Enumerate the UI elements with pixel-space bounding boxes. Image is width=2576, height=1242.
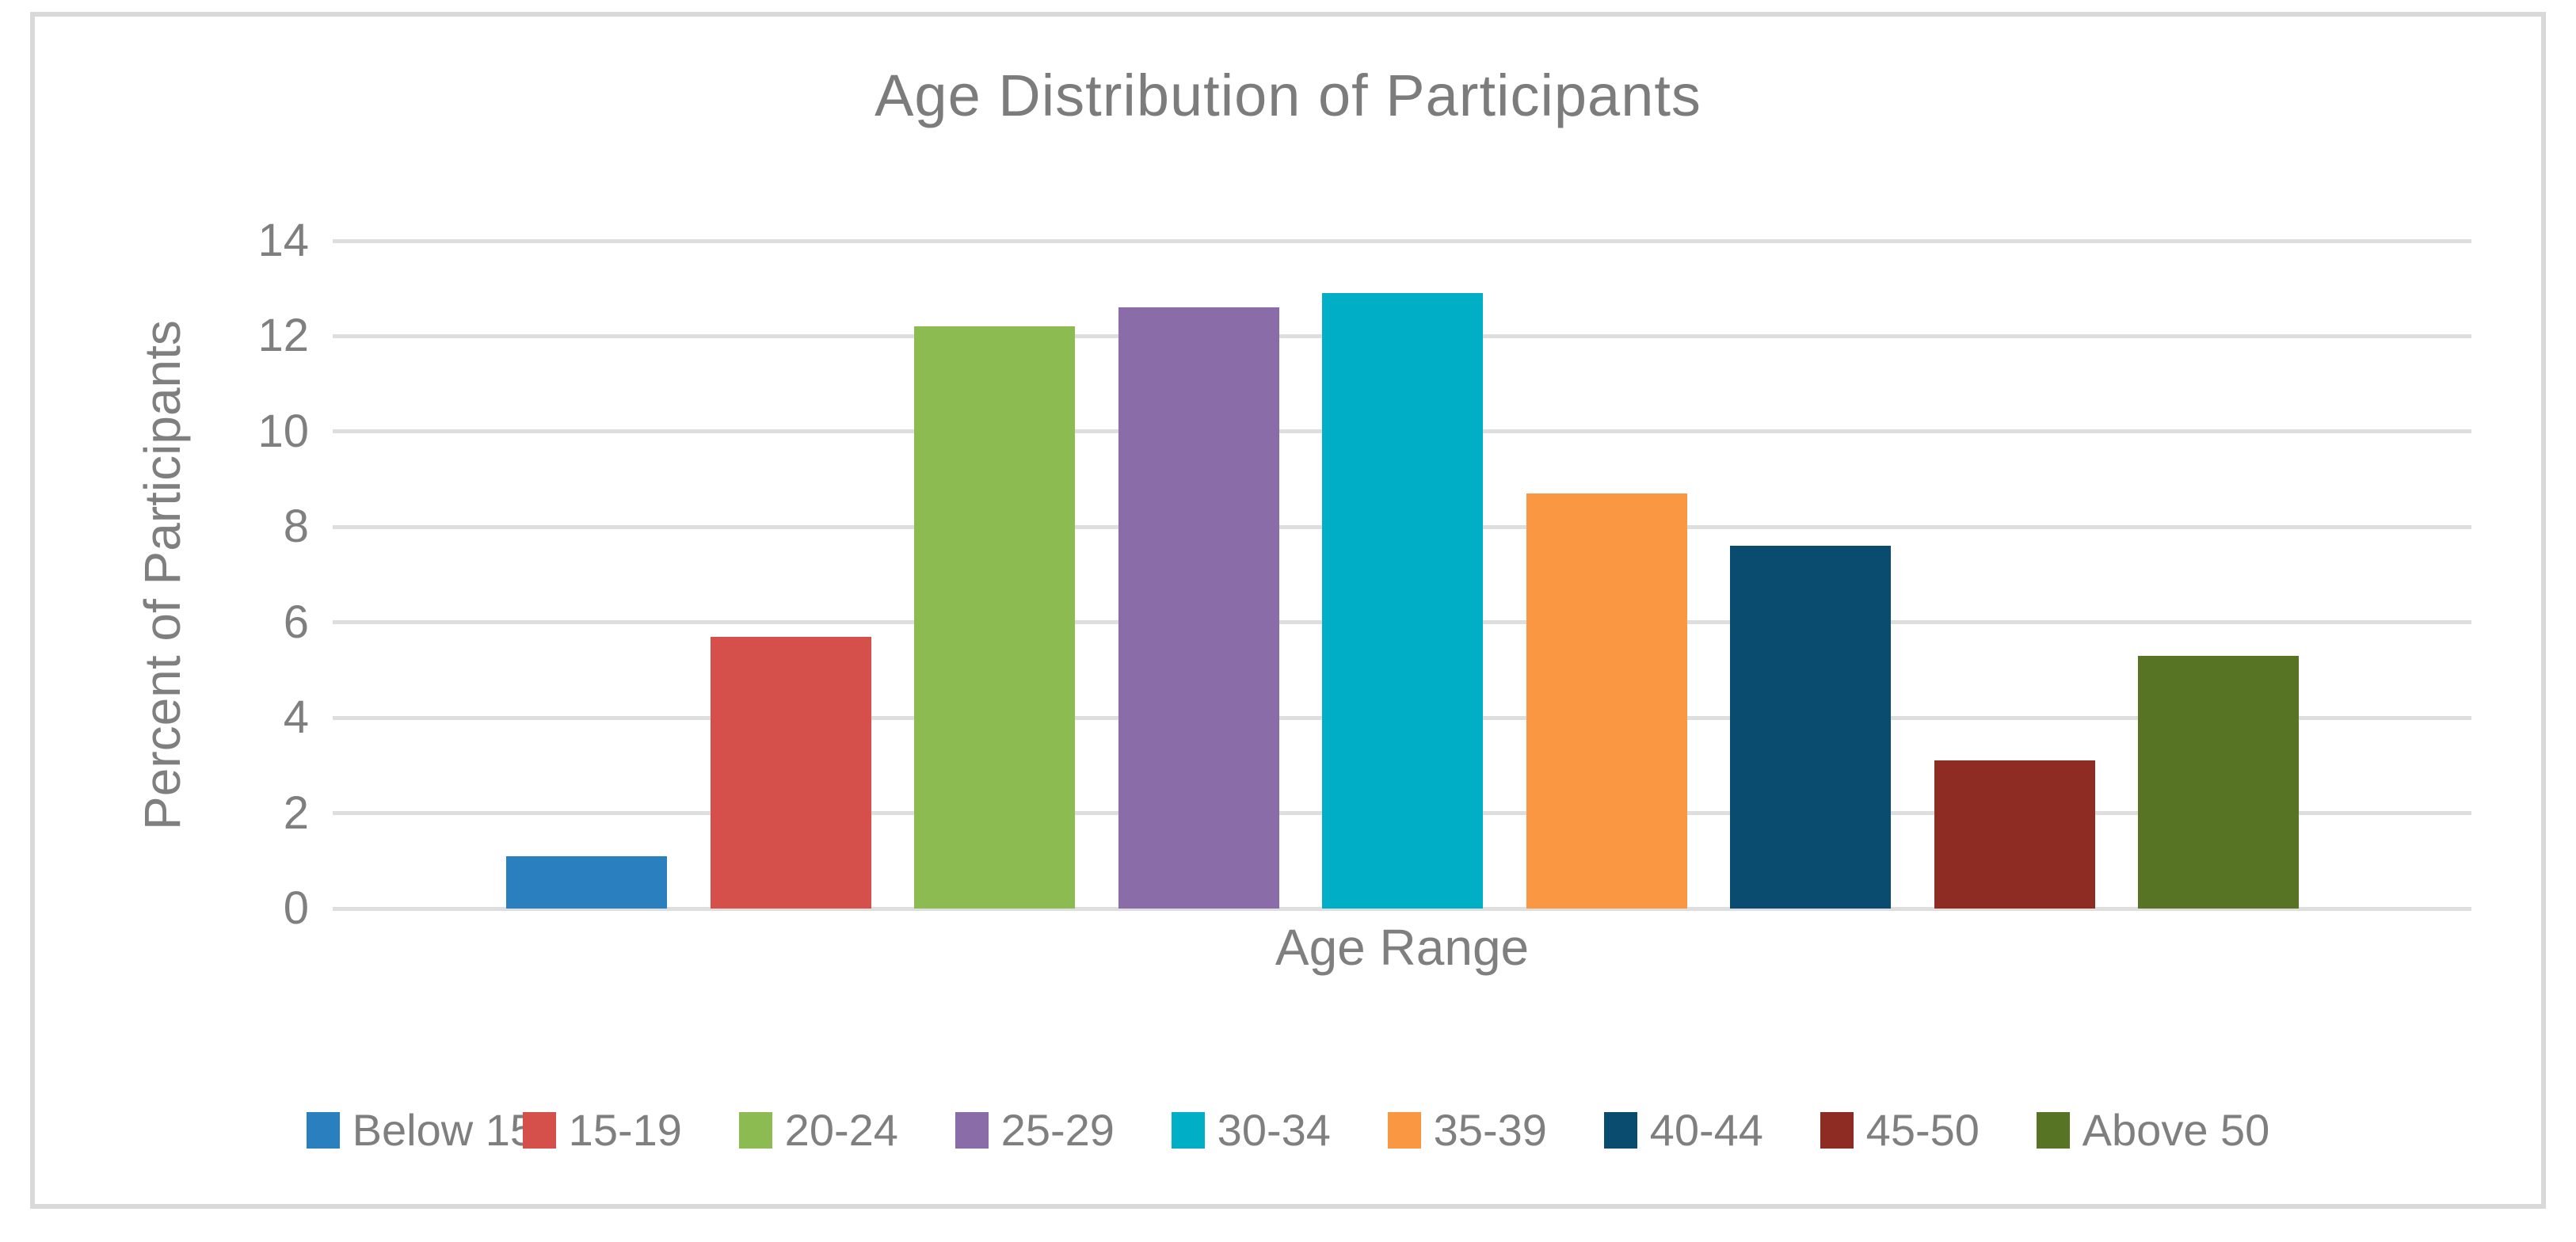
legend-label: Above 50 xyxy=(2082,1105,2270,1155)
bar-above-50 xyxy=(2138,656,2299,909)
x-axis-title: Age Range xyxy=(1275,919,1530,976)
legend: Below 15 15-19 20-24 25-29 30-34 35-39 40-44 45… xyxy=(0,1102,2576,1159)
legend-label: 45-50 xyxy=(1865,1105,1980,1155)
legend-label: 30-34 xyxy=(1217,1105,1331,1155)
gridline-y14 xyxy=(333,238,2471,243)
chart-frame xyxy=(30,12,2546,1209)
chart-title: Age Distribution of Participants xyxy=(875,63,1701,128)
legend-swatch-icon xyxy=(2036,1112,2070,1149)
legend-item-above-50: Above 50 xyxy=(2036,1103,2270,1158)
legend-swatch-icon xyxy=(1603,1112,1637,1149)
y-tick-label-10: 10 xyxy=(257,405,309,457)
legend-item-20-24: 20-24 xyxy=(738,1103,955,1158)
y-tick-label-4: 4 xyxy=(283,691,309,744)
legend-item-below-15: Below 15 xyxy=(306,1103,535,1158)
y-tick-label-14: 14 xyxy=(257,215,309,266)
plot-area xyxy=(333,238,2471,911)
legend-swatch-icon xyxy=(522,1112,556,1149)
legend-swatch-icon xyxy=(306,1112,340,1149)
bar-35-39 xyxy=(1526,493,1687,909)
y-tick-label-6: 6 xyxy=(283,596,309,648)
legend-swatch-icon xyxy=(1820,1112,1854,1149)
y-tick-label-8: 8 xyxy=(283,501,309,553)
legend-item-40-44: 40-44 xyxy=(1603,1103,1820,1158)
y-tick-label-2: 2 xyxy=(283,787,309,839)
y-tick-label-0: 0 xyxy=(283,882,309,934)
legend-label: 35-39 xyxy=(1433,1105,1547,1155)
legend-label: 15-19 xyxy=(568,1105,682,1155)
legend-label: Below 15 xyxy=(352,1105,535,1155)
gridline-y0 xyxy=(333,906,2471,911)
bar-15-19 xyxy=(710,637,871,909)
legend-label: 20-24 xyxy=(784,1105,898,1155)
legend-item-35-39: 35-39 xyxy=(1387,1103,1604,1158)
legend-item-30-34: 30-34 xyxy=(1171,1103,1388,1158)
legend-swatch-icon xyxy=(1171,1112,1205,1149)
legend-item-25-29: 25-29 xyxy=(955,1103,1172,1158)
bar-20-24 xyxy=(914,326,1075,909)
bar-30-34 xyxy=(1322,293,1483,909)
legend-label: 25-29 xyxy=(1000,1105,1115,1155)
legend-swatch-icon xyxy=(1387,1112,1421,1149)
bar-below-15 xyxy=(506,856,667,909)
bar-25-29 xyxy=(1118,307,1279,909)
legend-item-15-19: 15-19 xyxy=(522,1103,739,1158)
legend-item-45-50: 45-50 xyxy=(1820,1103,2037,1158)
legend-swatch-icon xyxy=(738,1112,772,1149)
bar-series xyxy=(506,241,2299,909)
legend-label: 40-44 xyxy=(1649,1105,1763,1155)
y-tick-label-12: 12 xyxy=(257,310,309,362)
bar-45-50 xyxy=(1934,760,2095,909)
bar-40-44 xyxy=(1730,546,1891,909)
legend-swatch-icon xyxy=(955,1112,989,1149)
